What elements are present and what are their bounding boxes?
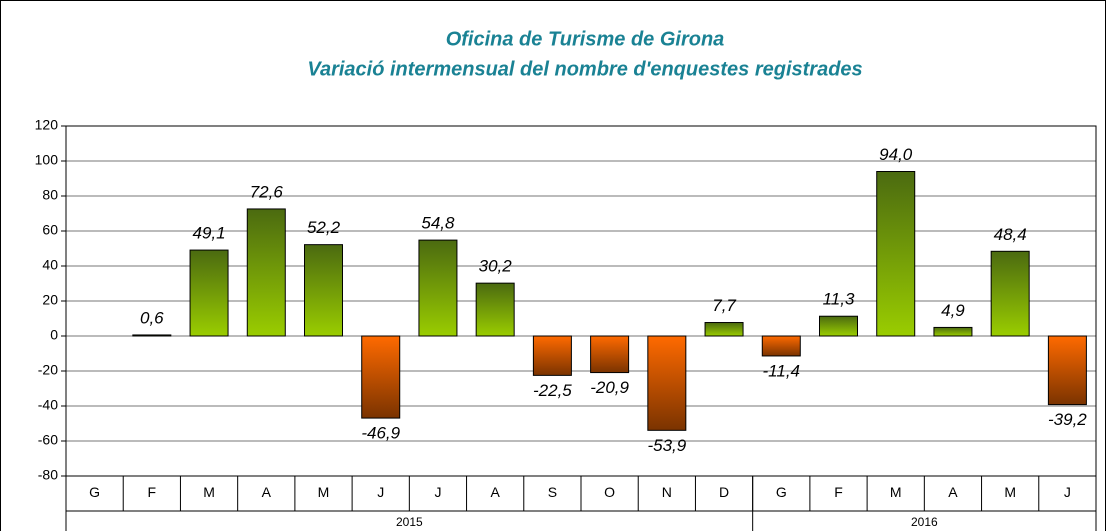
bar — [761, 335, 801, 357]
y-tick-label: -40 — [38, 397, 58, 413]
bar — [475, 282, 515, 337]
value-label: 52,2 — [307, 218, 341, 237]
x-tick-label: S — [548, 484, 557, 500]
x-tick-label: F — [148, 484, 157, 500]
x-tick-label: G — [776, 484, 787, 500]
x-tick-label: A — [490, 484, 500, 500]
bar — [532, 335, 572, 376]
bar — [361, 335, 401, 419]
x-tick-label: F — [834, 484, 843, 500]
group-label: 2015 — [396, 515, 423, 529]
value-label: 72,6 — [250, 182, 284, 201]
bar — [132, 334, 172, 337]
y-tick-label: 20 — [42, 292, 58, 308]
x-tick-label: A — [948, 484, 958, 500]
x-tick-label: M — [890, 484, 902, 500]
y-tick-label: 100 — [35, 152, 59, 168]
bar — [590, 335, 630, 374]
value-label: 7,7 — [712, 296, 736, 315]
x-tick-label: J — [434, 484, 441, 500]
value-label: -39,2 — [1048, 410, 1087, 429]
value-label: 4,9 — [941, 301, 965, 320]
bar — [189, 249, 229, 337]
bar — [304, 244, 343, 337]
chart-subtitle: Variació intermensual del nombre d'enque… — [307, 58, 862, 80]
value-label: 30,2 — [479, 257, 513, 276]
bar — [1047, 335, 1087, 406]
y-tick-label: 40 — [42, 257, 58, 273]
value-label: 49,1 — [193, 224, 226, 243]
bar — [933, 326, 973, 337]
x-tick-label: O — [604, 484, 615, 500]
bar — [876, 171, 916, 337]
bar — [704, 322, 744, 337]
y-tick-label: -80 — [38, 467, 58, 483]
y-tick-label: 60 — [42, 222, 58, 238]
value-label: -46,9 — [361, 424, 400, 443]
x-tick-label: A — [262, 484, 272, 500]
y-tick-label: 120 — [35, 117, 59, 133]
value-label: -22,5 — [533, 381, 572, 400]
bar — [819, 315, 858, 337]
value-label: 11,3 — [823, 290, 855, 309]
value-label: -53,9 — [647, 436, 686, 455]
value-label: -20,9 — [590, 378, 629, 397]
group-label: 2016 — [911, 515, 938, 529]
x-tick-label: M — [318, 484, 330, 500]
x-tick-label: D — [719, 484, 729, 500]
y-tick-label: -60 — [38, 432, 58, 448]
y-tick-label: 80 — [42, 187, 58, 203]
value-label: 0,6 — [140, 308, 164, 327]
x-tick-label: N — [662, 484, 672, 500]
bar — [647, 335, 687, 431]
bar — [418, 239, 458, 337]
y-tick-label: 0 — [50, 327, 58, 343]
y-tick-label: -20 — [38, 362, 58, 378]
chart-title: Oficina de Turisme de Girona — [446, 28, 725, 50]
x-tick-label: G — [89, 484, 100, 500]
x-tick-label: J — [1064, 484, 1071, 500]
bar — [990, 250, 1030, 337]
value-label: 48,4 — [994, 225, 1027, 244]
value-label: -11,4 — [763, 361, 801, 380]
value-label: 54,8 — [421, 214, 455, 233]
x-tick-label: M — [203, 484, 215, 500]
x-tick-label: M — [1004, 484, 1016, 500]
bar — [246, 208, 286, 337]
value-label: 94,0 — [879, 145, 913, 164]
x-tick-label: J — [377, 484, 384, 500]
